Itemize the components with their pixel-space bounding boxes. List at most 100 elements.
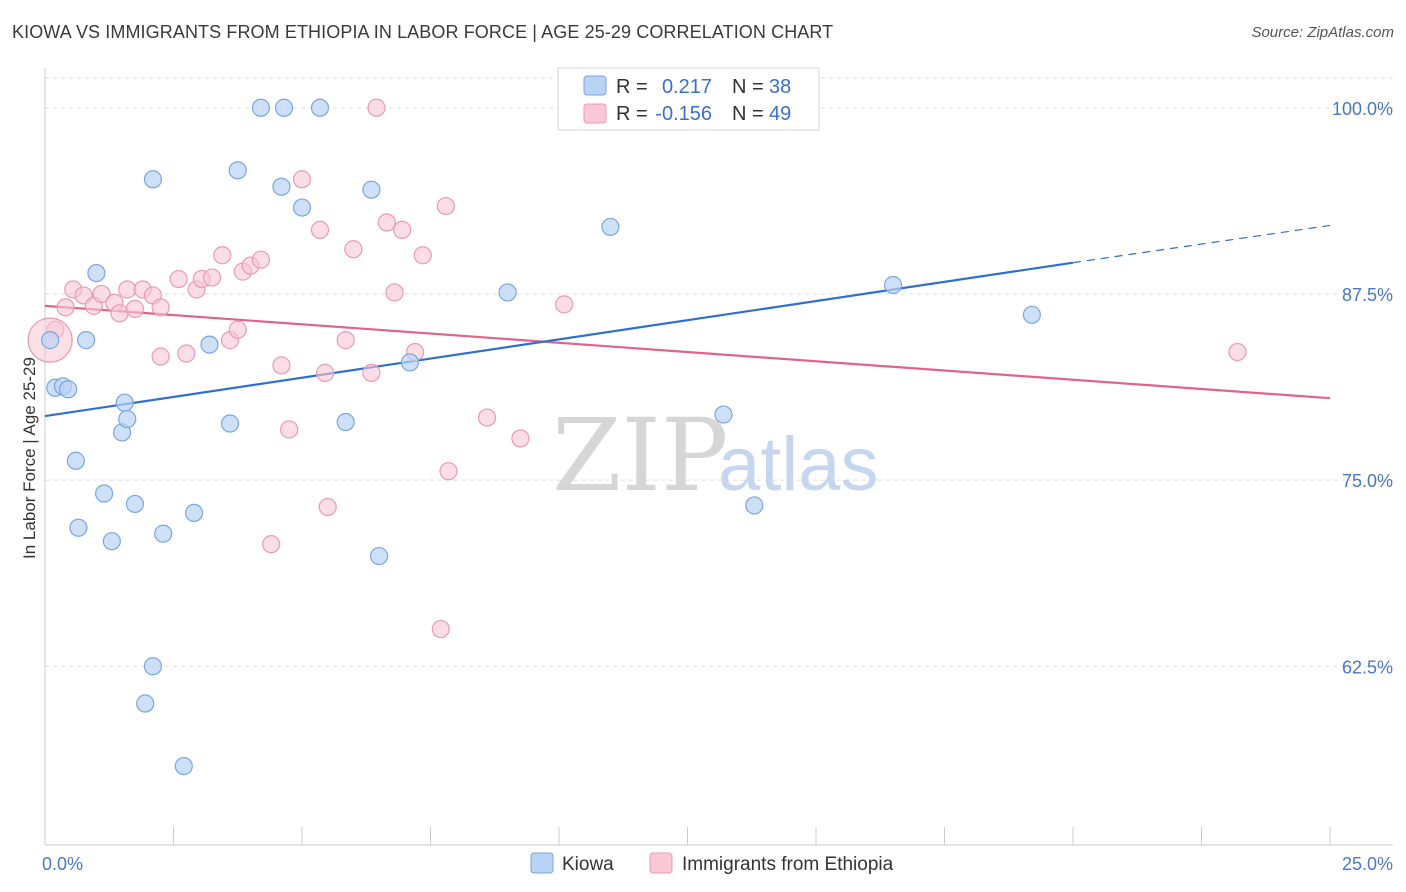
ethiopia-point <box>555 295 574 314</box>
x-tick-label-max: 25.0% <box>1342 854 1393 874</box>
ethiopia-point <box>393 220 412 240</box>
y-axis-label: In Labor Force | Age 25-29 <box>20 357 39 559</box>
ethiopia-point <box>169 269 188 289</box>
ethiopia-point <box>310 220 330 240</box>
kiowa-point <box>274 98 294 117</box>
kiowa-point <box>400 353 420 372</box>
kiowa-point <box>102 532 121 551</box>
ethiopia-point <box>316 363 335 382</box>
kiowa-point <box>143 170 163 189</box>
kiowa-point <box>69 518 88 537</box>
ethiopia-point <box>202 268 222 287</box>
ethiopia-point <box>477 408 497 427</box>
kiowa-point <box>370 546 389 566</box>
y-tick-label: 62.5% <box>1342 657 1393 677</box>
ethiopia-point <box>436 196 456 216</box>
ethiopia-point <box>125 299 145 318</box>
kiowa-point <box>292 198 312 217</box>
kiowa-point <box>1022 305 1041 324</box>
ethiopia-point <box>110 304 129 323</box>
ethiopia-point <box>318 497 337 517</box>
kiowa-point <box>125 494 145 514</box>
ethiopia-point <box>431 619 450 639</box>
ethiopia-point <box>151 347 170 366</box>
kiowa-point <box>77 331 96 350</box>
ethiopia-point <box>1228 342 1247 362</box>
kiowa-point <box>220 414 240 433</box>
ethiopia-point <box>385 283 404 302</box>
y-tick-label: 100.0% <box>1332 99 1393 119</box>
watermark-atlas: atlas <box>718 422 879 507</box>
legend-n-value-kiowa: 38 <box>769 76 791 98</box>
legend-swatch-ethiopia <box>583 103 607 124</box>
ethiopia-point <box>511 429 530 448</box>
legend-n-label-kiowa: N = <box>732 76 764 98</box>
ethiopia-point <box>344 240 363 259</box>
kiowa-point <box>118 409 137 429</box>
kiowa-point <box>228 161 247 180</box>
kiowa-point <box>154 524 173 543</box>
kiowa-trend-extension <box>1072 224 1331 264</box>
ethiopia-point <box>362 363 381 382</box>
kiowa-point <box>115 393 134 412</box>
kiowa-point <box>362 180 381 199</box>
kiowa-point <box>498 283 517 302</box>
kiowa-point <box>174 756 193 776</box>
kiowa-point <box>251 98 270 117</box>
ethiopia-point <box>118 280 137 299</box>
chart-title: KIOWA VS IMMIGRANTS FROM ETHIOPIA IN LAB… <box>12 22 834 42</box>
kiowa-point <box>143 657 163 676</box>
correlation-legend: R = 0.217 N = 38 R = -0.156 N = 49 <box>557 67 820 131</box>
ethiopia-point <box>439 462 458 481</box>
kiowa-point <box>59 380 78 399</box>
kiowa-point <box>66 451 85 470</box>
watermark-zip: ZIP <box>552 397 728 514</box>
kiowa-point <box>745 496 764 515</box>
kiowa-point <box>336 412 355 432</box>
kiowa-points <box>41 98 1041 776</box>
ethiopia-point <box>56 298 75 317</box>
kiowa-point <box>87 264 106 283</box>
kiowa-trend-line <box>44 261 1074 418</box>
ethiopia-point <box>213 246 232 265</box>
kiowa-point <box>136 694 155 713</box>
y-tick-labels: 62.5% 75.0% 87.5% 100.0% <box>1332 99 1393 677</box>
gridlines <box>45 77 1393 667</box>
kiowa-point <box>41 331 60 350</box>
x-tick-labels: 0.0% 25.0% <box>42 854 1393 874</box>
ethiopia-point <box>228 320 247 339</box>
ethiopia-point <box>151 298 170 317</box>
ethiopia-points <box>27 98 1247 639</box>
kiowa-point <box>883 275 903 295</box>
legend-r-value-kiowa: 0.217 <box>662 76 712 98</box>
legend-r-label-kiowa: R = <box>616 76 648 98</box>
ethiopia-point <box>367 98 386 117</box>
x-tick-label-min: 0.0% <box>42 854 83 874</box>
legend-n-value-ethiopia: 49 <box>769 103 791 125</box>
ethiopia-point <box>262 535 281 554</box>
ethiopia-point <box>292 170 312 189</box>
ethiopia-point <box>251 250 270 269</box>
source-label: Source: ZipAtlas.com <box>1251 24 1394 41</box>
ethiopia-point <box>413 246 432 265</box>
kiowa-point <box>601 217 620 237</box>
legend-r-value-ethiopia: -0.156 <box>655 103 712 125</box>
ethiopia-point <box>336 331 355 350</box>
kiowa-point <box>184 503 204 522</box>
ethiopia-point <box>280 420 299 439</box>
legend-n-label-ethiopia: N = <box>732 103 764 125</box>
kiowa-point <box>95 484 114 503</box>
ethiopia-trend-line <box>44 304 1331 400</box>
ethiopia-trend <box>44 304 1331 400</box>
bottom-legend-label-ethiopia: Immigrants from Ethiopia <box>682 854 894 875</box>
ethiopia-point <box>92 284 111 304</box>
kiowa-point <box>310 98 330 117</box>
series-legend: Kiowa Immigrants from Ethiopia <box>530 852 894 875</box>
legend-swatch-kiowa <box>583 75 607 96</box>
kiowa-point <box>272 177 291 196</box>
y-tick-label: 87.5% <box>1342 285 1393 305</box>
axes <box>44 68 1393 846</box>
kiowa-trend <box>44 224 1331 418</box>
watermark: ZIP atlas <box>552 397 879 514</box>
